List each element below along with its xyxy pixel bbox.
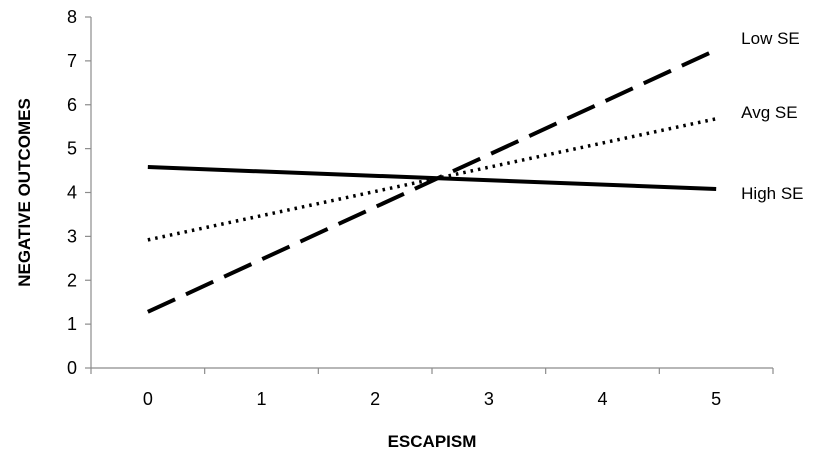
x-tick-label: 3	[484, 389, 494, 409]
y-axis-title: NEGATIVE OUTCOMES	[15, 98, 34, 287]
y-tick-label: 1	[67, 314, 77, 334]
x-tick-label: 5	[711, 389, 721, 409]
series-line-high-se	[147, 165, 717, 191]
x-tick-label: 4	[597, 389, 607, 409]
x-axis-title: ESCAPISM	[388, 432, 477, 451]
series-labels: Low SE Avg SE High SE	[741, 29, 803, 203]
y-tick-label: 7	[67, 51, 77, 71]
x-axis-ticks: 0 1 2 3 4 5	[90, 368, 774, 409]
x-tick-label: 1	[256, 389, 266, 409]
x-tick-label: 0	[143, 389, 153, 409]
series-label-high-se: High SE	[741, 184, 803, 203]
series-label-low-se: Low SE	[741, 29, 800, 48]
y-tick-label: 8	[67, 7, 77, 27]
y-tick-label: 6	[67, 95, 77, 115]
series-lines	[146, 48, 718, 314]
y-axis-ticks: 0 1 2 3 4 5 6 7 8	[67, 7, 91, 378]
axes	[90, 17, 773, 369]
y-tick-label: 5	[67, 139, 77, 159]
series-line-low-se	[146, 48, 718, 314]
series-label-avg-se: Avg SE	[741, 103, 797, 122]
y-tick-label: 3	[67, 226, 77, 246]
y-tick-label: 0	[67, 358, 77, 378]
y-tick-label: 4	[67, 183, 77, 203]
x-tick-label: 2	[370, 389, 380, 409]
y-tick-label: 2	[67, 270, 77, 290]
